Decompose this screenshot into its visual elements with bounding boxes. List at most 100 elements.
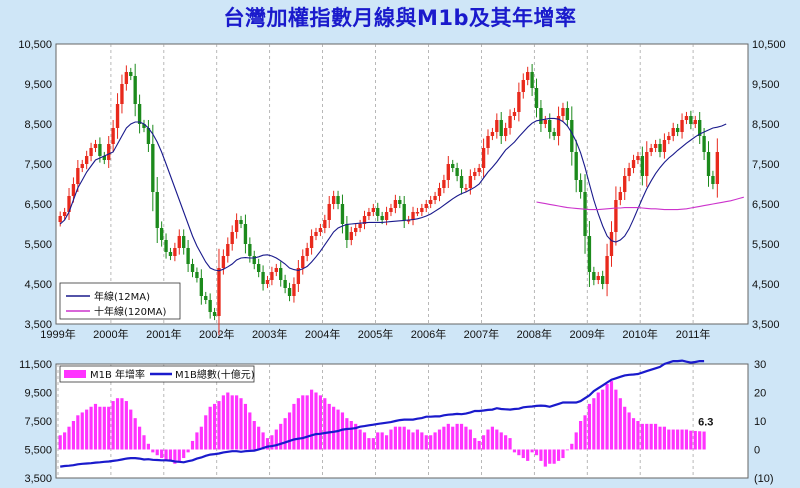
yoy-bar [667, 429, 671, 450]
candle-up [371, 208, 376, 212]
candle-down [574, 152, 578, 180]
yoy-bar [530, 449, 534, 453]
candle-up [111, 128, 115, 144]
candle-up [596, 276, 600, 280]
x-tick-label: 2001年 [146, 327, 181, 341]
candle-up [177, 236, 181, 248]
yoy-bar [548, 449, 552, 464]
yoy-bar [173, 449, 177, 464]
candle-up [653, 144, 658, 148]
y-tick-left: 4,500 [24, 279, 52, 291]
yoy-bar [482, 435, 486, 450]
legend-label-ma12: 年線(12MA) [94, 290, 150, 303]
candle-up [323, 220, 327, 228]
x-tick-label: 2010年 [622, 327, 657, 341]
yoy-bar [420, 432, 424, 450]
yoy-bar [182, 449, 186, 459]
candle-up [115, 104, 120, 128]
candle-down [698, 120, 702, 136]
yoy-bar [204, 415, 208, 450]
candle-up [508, 116, 512, 128]
candle-down [499, 120, 503, 136]
candle-down [199, 278, 204, 296]
yoy-bar [574, 432, 578, 450]
candle-up [314, 232, 318, 236]
candle-down [675, 128, 680, 132]
yoy-bar [230, 395, 234, 450]
yoy-bar [226, 392, 230, 450]
candle-down [287, 288, 292, 296]
y2-tick-right: (10) [754, 473, 774, 485]
y-tick-left: 3,500 [24, 319, 52, 331]
candle-up [464, 188, 468, 190]
candle-down [600, 276, 605, 284]
candle-down [98, 144, 102, 156]
yoy-bar [415, 429, 420, 450]
candle-up [503, 128, 508, 136]
candle-down [340, 204, 345, 224]
candle-down [146, 128, 151, 144]
yoy-bar [526, 449, 530, 461]
yoy-bar [490, 426, 494, 450]
candle-up [71, 184, 76, 196]
yoy-bar [486, 429, 490, 450]
yoy-bar [371, 438, 375, 450]
yoy-bar [451, 426, 455, 450]
yoy-bar [398, 426, 402, 450]
yoy-bar [702, 431, 706, 450]
x-tick-label: 2011年 [676, 327, 711, 341]
y-tick-right: 6,500 [752, 199, 780, 211]
candle-down [159, 228, 164, 240]
candle-up [362, 216, 367, 224]
candle-down [583, 192, 587, 236]
candle-up [265, 280, 270, 284]
yoy-bar [442, 426, 446, 450]
yoy-bar [605, 383, 609, 450]
candle-down [376, 208, 380, 216]
candle-up [623, 176, 627, 192]
x-tick-label: 2000年 [93, 327, 128, 341]
yoy-bar [63, 432, 67, 450]
candle-down [208, 300, 212, 312]
legend-label-ma120: 十年線(120MA) [94, 305, 166, 318]
yoy-bar [252, 421, 256, 450]
candle-down [702, 136, 706, 152]
yoy-bar [627, 412, 631, 450]
candle-up [526, 72, 530, 80]
yoy-bar [89, 406, 93, 450]
yoy-bar [239, 398, 243, 450]
candle-up [446, 164, 450, 180]
candle-up [406, 220, 411, 222]
yoy-bar [155, 449, 159, 456]
candle-up [490, 132, 495, 136]
y2-tick-right: 10 [754, 416, 766, 428]
yoy-bar [698, 431, 702, 450]
candle-down [239, 220, 243, 224]
yoy-bar [512, 449, 517, 453]
yoy-bar [676, 429, 680, 450]
y2-tick-left: 7,500 [24, 416, 52, 428]
yoy-bar [384, 435, 389, 450]
yoy-bar [190, 440, 195, 450]
yoy-bar [631, 418, 636, 450]
candle-up [473, 172, 477, 176]
candle-down [451, 164, 455, 168]
candle-down [689, 116, 693, 124]
chart-title: 台灣加權指數月線與M1b及其年增率 [223, 6, 577, 30]
candle-up [411, 212, 415, 220]
legend-label-total: M1B總數(十億元) [175, 368, 255, 381]
yoy-bar [93, 403, 98, 450]
yoy-bar [504, 435, 508, 450]
yoy-bar [146, 443, 150, 450]
yoy-bar [243, 403, 248, 450]
candle-down [102, 156, 106, 160]
yoy-bar [671, 429, 675, 450]
y-tick-left: 9,500 [24, 79, 52, 91]
x-tick-label: 1999年 [40, 327, 75, 341]
x-tick-label: 2002年 [199, 327, 234, 341]
candle-up [62, 212, 67, 216]
candle-down [142, 124, 146, 128]
yoy-bar [98, 406, 102, 450]
yoy-bar [689, 430, 693, 450]
